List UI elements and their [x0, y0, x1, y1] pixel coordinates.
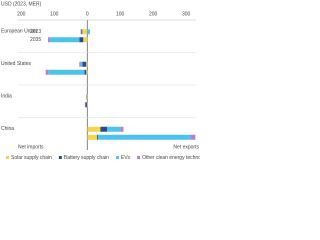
bar-segment	[49, 37, 80, 43]
category-label: China	[1, 126, 14, 132]
bar-segment	[120, 126, 124, 132]
right-note: Net exports	[173, 144, 199, 150]
bar-segment	[86, 94, 88, 100]
legend-label: Other clean energy technologies	[142, 155, 200, 161]
category-label: United States	[1, 61, 32, 67]
bar-segment	[82, 29, 88, 35]
chart: USD (2023, MER) 200 100 0 100 200 300 European…	[1, 1, 200, 161]
bar-segment	[87, 126, 101, 132]
legend-label: Solar supply chain	[11, 155, 52, 161]
bar-segment	[100, 126, 107, 132]
legend-swatch	[115, 156, 119, 159]
bar-segment	[84, 69, 87, 75]
legend-swatch	[137, 156, 141, 159]
legend-swatch	[6, 156, 9, 159]
bar-segment	[98, 134, 191, 140]
bar-segment	[86, 61, 88, 67]
bar-segment	[47, 37, 50, 43]
legend-swatch	[58, 156, 62, 159]
category-label: European Union	[1, 29, 37, 35]
bar-segment	[82, 61, 87, 67]
bar-segment	[80, 61, 83, 67]
year-label: 2035	[30, 37, 41, 43]
x-tick-label: 100	[50, 11, 59, 17]
x-tick-label: 200	[17, 11, 26, 17]
chart-title: USD (2023, MER)	[1, 1, 42, 7]
category-label: India	[1, 94, 12, 100]
bar-segment	[86, 69, 88, 75]
legend-label: EVs	[121, 155, 131, 161]
legend-label: Battery supply chain	[64, 155, 109, 161]
bar-segment	[85, 102, 87, 108]
left-note: Net imports	[18, 144, 44, 150]
bar-segment	[45, 69, 49, 75]
bar-segment	[48, 69, 85, 75]
x-tick-label: 0	[86, 11, 89, 17]
bar-segment	[80, 29, 82, 35]
bar-segment	[79, 61, 81, 67]
bar-segment	[97, 134, 99, 140]
bar-segment	[107, 126, 121, 132]
bar-segment	[83, 37, 88, 43]
bar-segment	[190, 134, 196, 140]
bar-segment	[79, 37, 84, 43]
bar-segment	[87, 29, 90, 35]
year-label: 2023	[30, 29, 41, 35]
bar-segment	[87, 134, 98, 140]
x-tick-label: 300	[182, 11, 191, 17]
x-tick-label: 100	[116, 11, 125, 17]
x-tick-label: 200	[149, 11, 158, 17]
bar-segment	[81, 29, 83, 35]
